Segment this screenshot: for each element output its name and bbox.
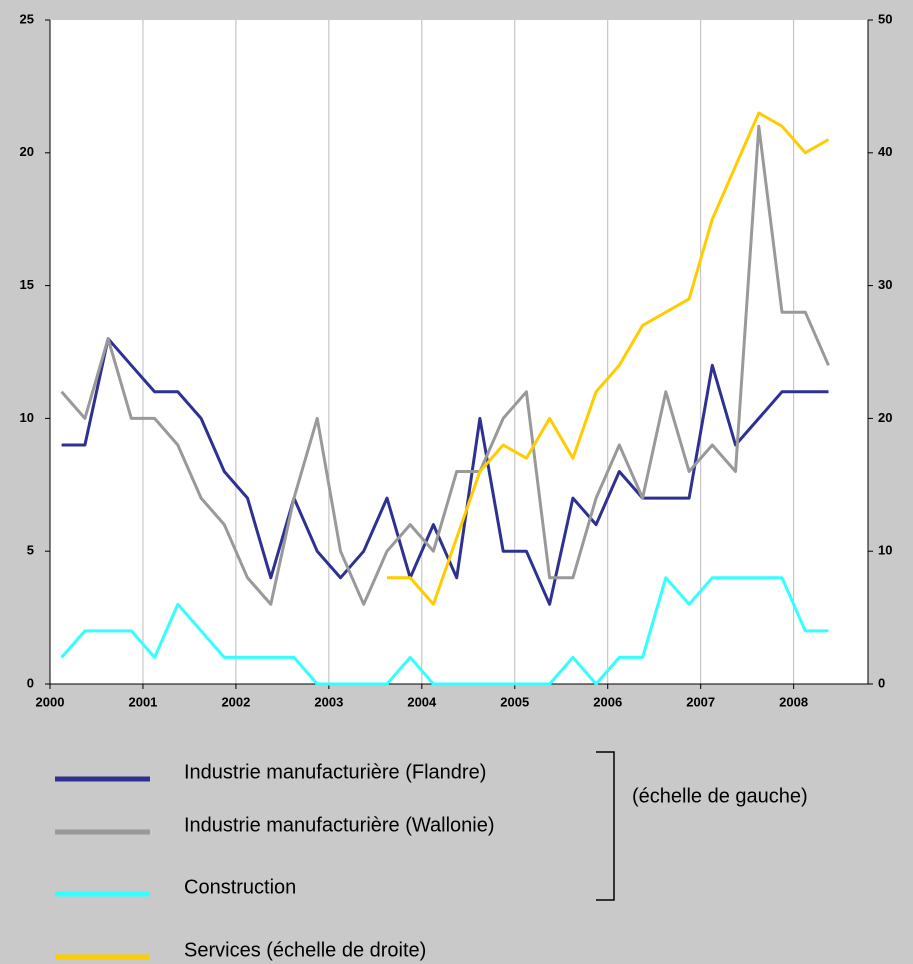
x-tick-label: 2000	[36, 694, 65, 709]
legend-label: Services (échelle de droite)	[184, 939, 426, 961]
y-tick-label: 0	[27, 675, 34, 690]
y2-tick-label: 50	[878, 11, 892, 26]
series-line	[60, 124, 830, 606]
series-line	[387, 111, 830, 606]
x-tick-label: 2001	[128, 694, 157, 709]
y-tick-label: 10	[20, 410, 34, 425]
x-tick-label: 2005	[500, 694, 529, 709]
y-tick-label: 20	[20, 144, 34, 159]
legend-label: Industrie manufacturière (Flandre)	[184, 761, 486, 783]
series-line	[60, 576, 829, 686]
legend-bracket	[596, 751, 615, 901]
x-tick-label: 2003	[314, 694, 343, 709]
y2-tick-label: 40	[878, 144, 892, 159]
y2-tick-label: 10	[878, 543, 892, 558]
y2-tick-label: 20	[878, 410, 892, 425]
x-tick-label: 2004	[407, 694, 437, 709]
legend-label: Construction	[184, 876, 296, 898]
plot-area	[50, 20, 868, 684]
y-tick-label: 15	[20, 277, 34, 292]
y-tick-label: 5	[27, 543, 34, 558]
series-line	[61, 337, 829, 606]
x-tick-label: 2002	[221, 694, 250, 709]
x-tick-label: 2006	[593, 694, 622, 709]
annotation: (échelle de gauche)	[632, 785, 808, 807]
x-tick-label: 2008	[779, 694, 808, 709]
y2-tick-label: 0	[878, 675, 885, 690]
y2-tick-label: 30	[878, 277, 892, 292]
x-tick-label: 2007	[686, 694, 715, 709]
legend-label: Industrie manufacturière (Wallonie)	[184, 814, 495, 836]
y-tick-label: 25	[20, 11, 34, 26]
